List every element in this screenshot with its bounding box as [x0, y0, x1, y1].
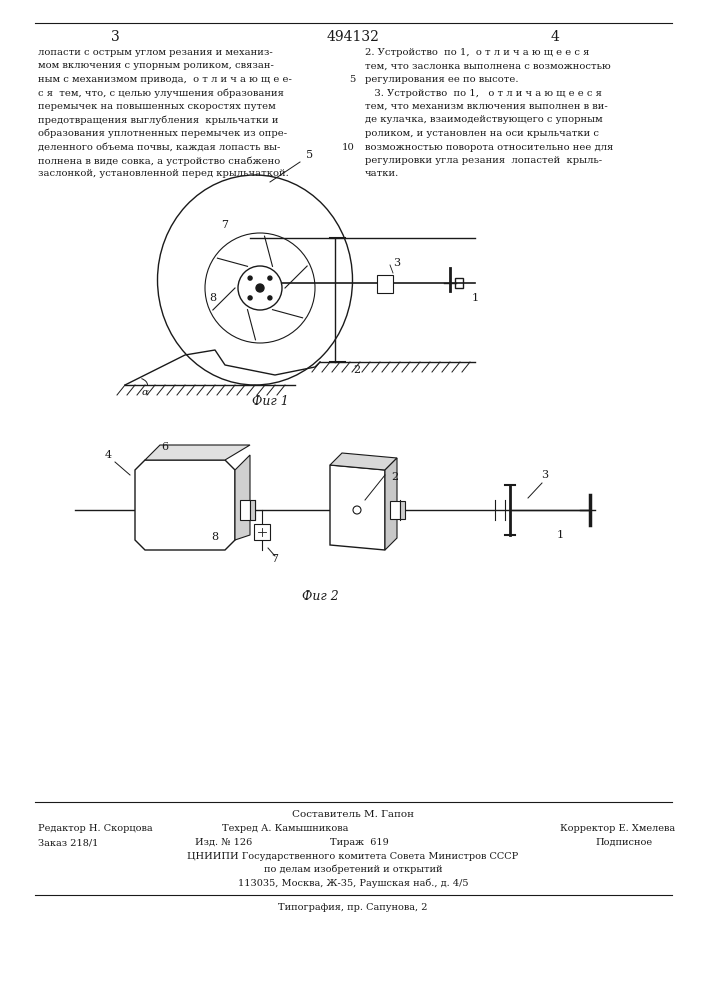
Text: α: α [141, 388, 148, 397]
Text: 8: 8 [211, 532, 218, 542]
Text: 1: 1 [472, 293, 479, 303]
Text: Изд. № 126: Изд. № 126 [195, 838, 252, 847]
Text: заслонкой, установленной перед крыльчаткой.: заслонкой, установленной перед крыльчатк… [38, 169, 288, 178]
Text: по делам изобретений и открытий: по делам изобретений и открытий [264, 865, 443, 874]
Bar [250, 500, 255, 520]
Polygon shape [135, 460, 235, 550]
Text: перемычек на повышенных скоростях путем: перемычек на повышенных скоростях путем [38, 102, 276, 111]
Text: 4: 4 [105, 450, 112, 460]
Text: предотвращения выглубления  крыльчатки и: предотвращения выглубления крыльчатки и [38, 115, 279, 125]
Text: 5: 5 [349, 75, 355, 84]
Text: Техред А. Камышникова: Техред А. Камышникова [222, 824, 348, 833]
Bar [390, 501, 400, 519]
Text: 10: 10 [341, 142, 354, 151]
Text: Фиг 1: Фиг 1 [252, 395, 288, 408]
Text: Заказ 218/1: Заказ 218/1 [38, 838, 98, 847]
Text: с я  тем, что, с целью улучшения образования: с я тем, что, с целью улучшения образова… [38, 89, 284, 98]
Text: 494132: 494132 [327, 30, 380, 44]
Circle shape [268, 296, 272, 300]
Bar [240, 500, 250, 520]
Text: чатки.: чатки. [365, 169, 399, 178]
Polygon shape [145, 445, 250, 460]
Text: 8: 8 [209, 293, 216, 303]
Circle shape [248, 296, 252, 300]
Text: 3: 3 [393, 258, 400, 268]
Text: 4: 4 [551, 30, 559, 44]
Text: 7: 7 [271, 554, 279, 564]
Text: Составитель М. Гапон: Составитель М. Гапон [292, 810, 414, 819]
Text: деленного объема почвы, каждая лопасть вы-: деленного объема почвы, каждая лопасть в… [38, 142, 281, 151]
Text: регулировки угла резания  лопастей  крыль-: регулировки угла резания лопастей крыль- [365, 156, 602, 165]
Text: Редактор Н. Скорцова: Редактор Н. Скорцова [38, 824, 153, 833]
Text: де кулачка, взаимодействующего с упорным: де кулачка, взаимодействующего с упорным [365, 115, 602, 124]
Text: 3: 3 [542, 470, 549, 480]
Text: Корректор Е. Хмелева: Корректор Е. Хмелева [560, 824, 675, 833]
Text: полнена в виде совка, а устройство снабжено: полнена в виде совка, а устройство снабж… [38, 156, 280, 165]
Text: 2. Устройство  по 1,  о т л и ч а ю щ е е с я: 2. Устройство по 1, о т л и ч а ю щ е е … [365, 48, 590, 57]
Polygon shape [330, 465, 385, 550]
Text: образования уплотненных перемычек из опре-: образования уплотненных перемычек из опр… [38, 129, 287, 138]
Circle shape [268, 276, 272, 280]
Text: регулирования ее по высоте.: регулирования ее по высоте. [365, 75, 518, 84]
Text: 1: 1 [556, 530, 563, 540]
Text: Фиг 2: Фиг 2 [302, 590, 339, 603]
Text: 2: 2 [354, 365, 361, 375]
Text: 5: 5 [306, 150, 314, 160]
Text: 7: 7 [221, 220, 228, 230]
Text: Тираж  619: Тираж 619 [330, 838, 389, 847]
Text: 3: 3 [110, 30, 119, 44]
Text: роликом, и установлен на оси крыльчатки с: роликом, и установлен на оси крыльчатки … [365, 129, 599, 138]
Text: ным с механизмом привода,  о т л и ч а ю щ е е-: ным с механизмом привода, о т л и ч а ю … [38, 75, 292, 84]
Text: 6: 6 [161, 442, 168, 452]
Circle shape [248, 276, 252, 280]
Text: тем, что механизм включения выполнен в ви-: тем, что механизм включения выполнен в в… [365, 102, 608, 111]
Text: Подписное: Подписное [595, 838, 652, 847]
Bar [400, 501, 405, 519]
Bar [254, 524, 270, 540]
Text: возможностью поворота относительно нее для: возможностью поворота относительно нее д… [365, 142, 613, 151]
Text: Типография, пр. Сапунова, 2: Типография, пр. Сапунова, 2 [279, 903, 428, 912]
Circle shape [256, 284, 264, 292]
Text: 3. Устройство  по 1,   о т л и ч а ю щ е е с я: 3. Устройство по 1, о т л и ч а ю щ е е … [365, 89, 602, 98]
Text: тем, что заслонка выполнена с возможностью: тем, что заслонка выполнена с возможност… [365, 62, 611, 70]
Text: лопасти с острым углом резания и механиз-: лопасти с острым углом резания и механиз… [38, 48, 273, 57]
Polygon shape [330, 453, 397, 470]
Text: 113035, Москва, Ж-35, Раушская наб., д. 4/5: 113035, Москва, Ж-35, Раушская наб., д. … [238, 878, 468, 888]
Text: 2: 2 [392, 472, 399, 482]
Text: мом включения с упорным роликом, связан-: мом включения с упорным роликом, связан- [38, 62, 274, 70]
Bar [377, 275, 393, 293]
Text: ЦНИИПИ Государственного комитета Совета Министров СССР: ЦНИИПИ Государственного комитета Совета … [187, 852, 519, 861]
Polygon shape [235, 455, 250, 540]
Bar [455, 278, 463, 288]
Polygon shape [385, 458, 397, 550]
